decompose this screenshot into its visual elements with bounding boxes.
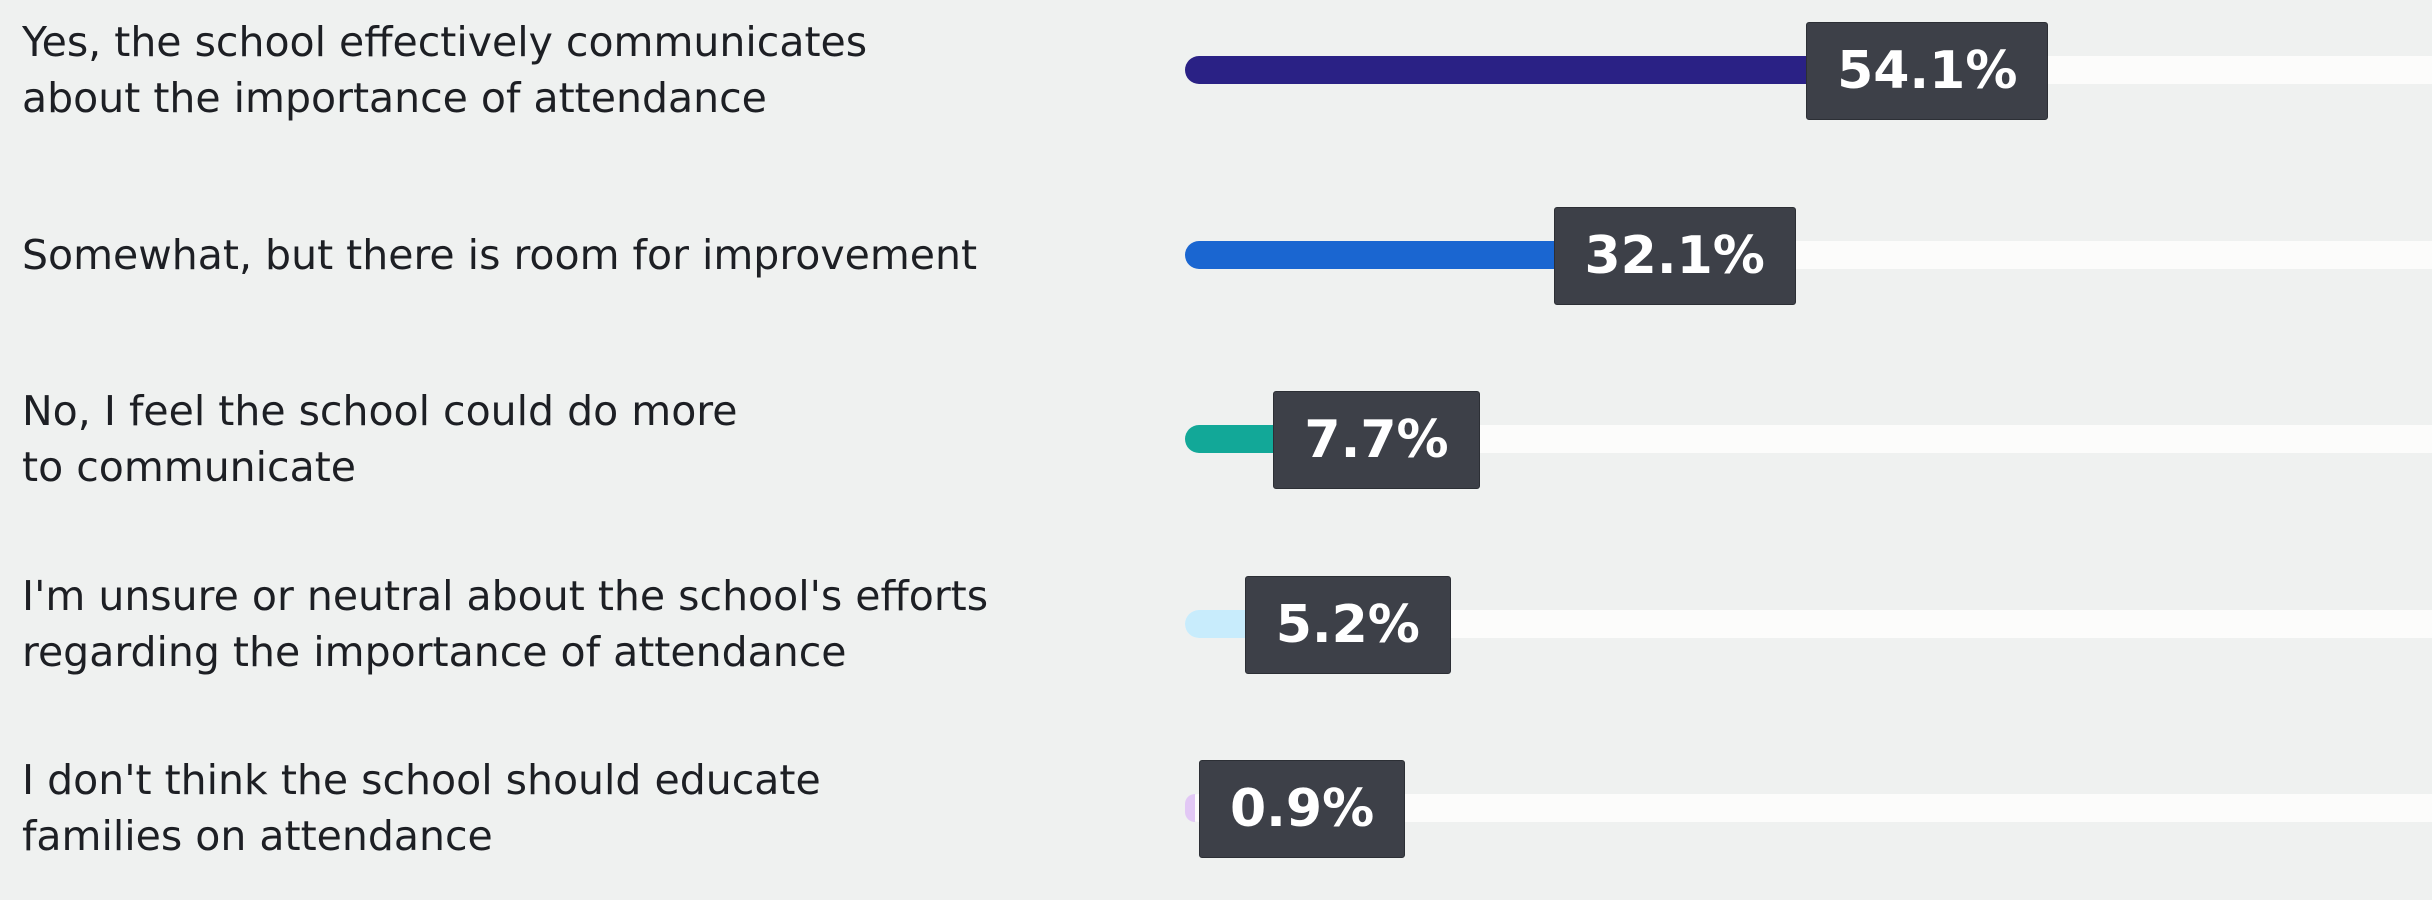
- row: I don't think the school should educate …: [0, 716, 2432, 900]
- category-label: Yes, the school effectively communicates…: [22, 18, 868, 122]
- bar: [1185, 609, 1245, 638]
- value-label: 5.2%: [1244, 575, 1451, 674]
- row: No, I feel the school could do more to c…: [0, 347, 2432, 531]
- row: I'm unsure or neutral about the school's…: [0, 532, 2432, 716]
- row: Yes, the school effectively communicates…: [0, 0, 2432, 162]
- page: {"chart_data": {"type": "bar", "categori…: [0, 0, 2432, 860]
- row: Somewhat, but there is room for improvem…: [0, 163, 2432, 347]
- bar: [1185, 794, 1196, 822]
- category-label: No, I feel the school could do more to c…: [22, 387, 738, 491]
- bar: [1185, 240, 1554, 269]
- category-label: I don't think the school should educate …: [22, 756, 821, 860]
- value-label: 32.1%: [1553, 206, 1796, 305]
- category-label: Somewhat, but there is room for improvem…: [22, 230, 978, 279]
- value-label: 54.1%: [1806, 22, 2049, 120]
- value-label: 7.7%: [1273, 391, 1480, 489]
- category-label: I'm unsure or neutral about the school's…: [22, 571, 989, 676]
- bar: [1185, 425, 1274, 453]
- value-label: 0.9%: [1199, 760, 1406, 858]
- bar: [1185, 56, 1807, 84]
